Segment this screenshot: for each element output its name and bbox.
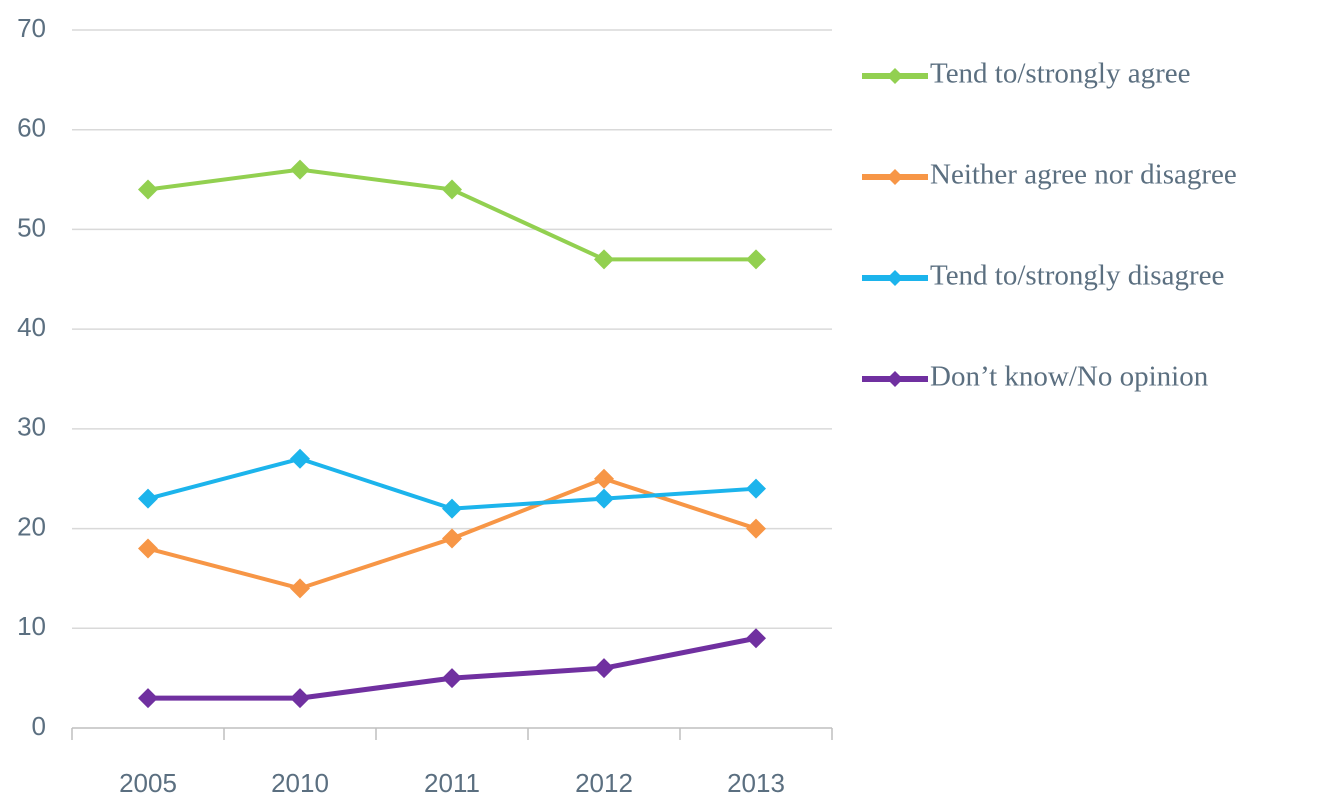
y-tick-label: 50: [17, 212, 46, 242]
marker: [442, 528, 462, 549]
legend-marker: [887, 169, 903, 185]
marker: [138, 688, 158, 709]
y-tick-label: 30: [17, 412, 46, 442]
x-tick-label: 2010: [271, 768, 329, 798]
marker: [594, 249, 614, 270]
legend-label: Don’t know/No opinion: [930, 361, 1209, 393]
marker: [290, 688, 310, 709]
legend-marker: [887, 371, 903, 387]
marker: [442, 179, 462, 200]
legend-label: Tend to/strongly agree: [930, 58, 1191, 90]
x-tick-label: 2012: [575, 768, 633, 798]
marker: [290, 159, 310, 180]
x-tick-label: 2013: [727, 768, 785, 798]
x-tick-label: 2011: [424, 768, 480, 798]
y-tick-label: 0: [32, 711, 46, 741]
marker: [746, 249, 766, 270]
marker: [442, 498, 462, 519]
legend-marker: [887, 68, 903, 84]
marker: [290, 578, 310, 599]
y-tick-label: 10: [17, 611, 46, 641]
marker: [594, 468, 614, 489]
marker: [138, 179, 158, 200]
x-tick-label: 2005: [119, 768, 177, 798]
marker: [594, 488, 614, 509]
marker: [746, 478, 766, 499]
y-tick-label: 60: [17, 113, 46, 143]
marker: [138, 538, 158, 559]
legend-label: Tend to/strongly disagree: [930, 260, 1224, 292]
marker: [138, 488, 158, 509]
marker: [290, 448, 310, 469]
marker: [746, 628, 766, 649]
marker: [746, 518, 766, 539]
marker: [594, 658, 614, 679]
y-tick-label: 40: [17, 312, 46, 342]
y-tick-label: 70: [17, 13, 46, 43]
y-tick-label: 20: [17, 511, 46, 541]
legend-label: Neither agree nor disagree: [930, 159, 1237, 191]
marker: [442, 668, 462, 689]
legend-marker: [887, 270, 903, 286]
